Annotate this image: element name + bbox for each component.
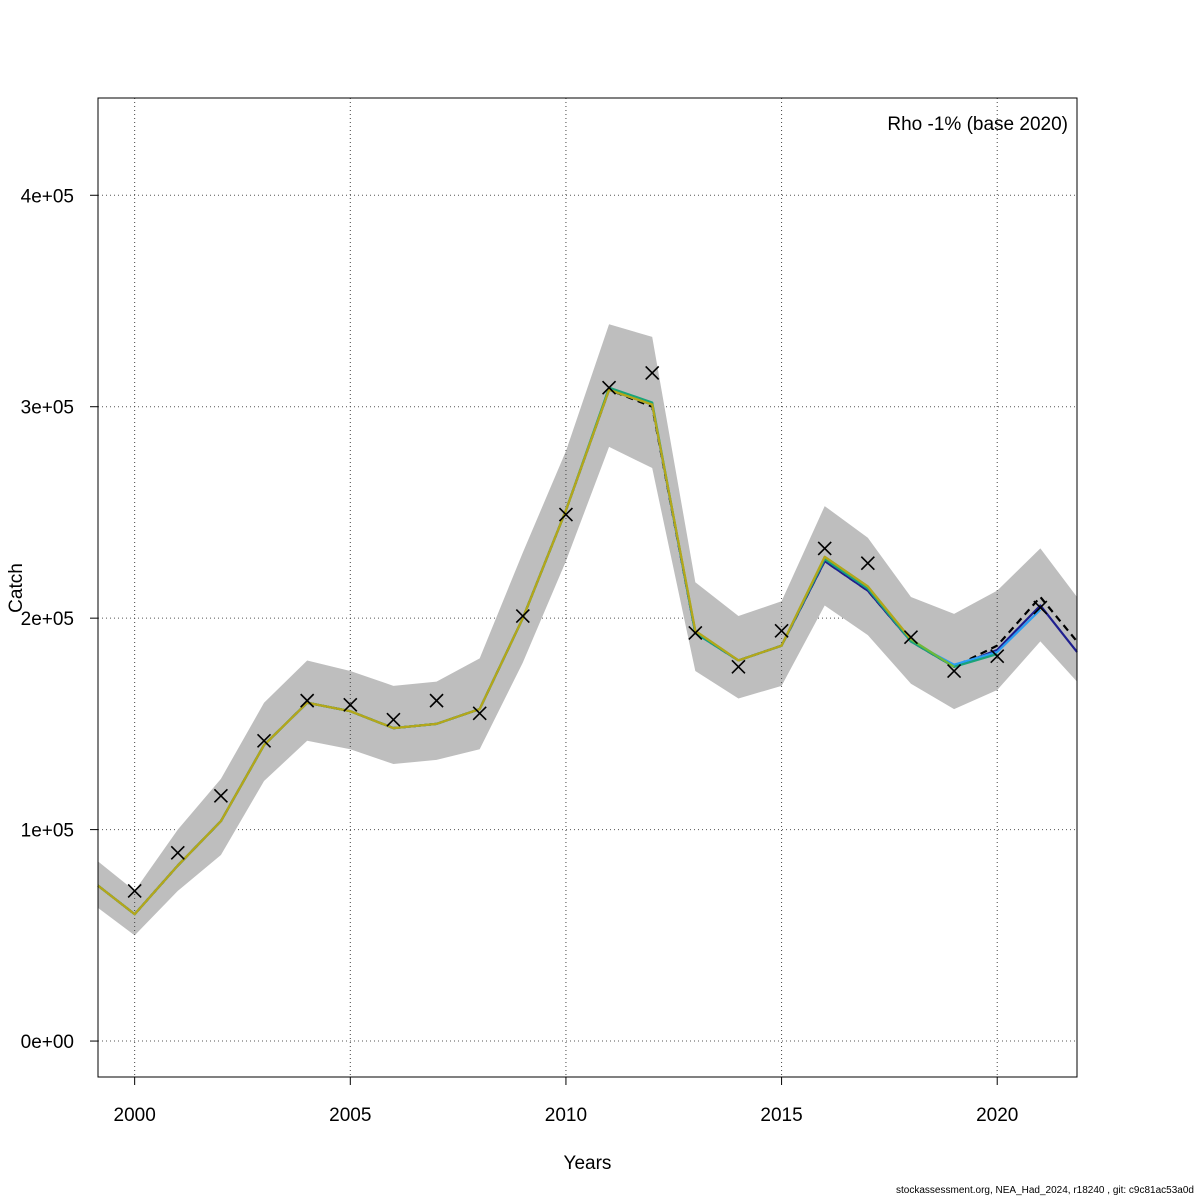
observed-point	[256, 733, 272, 748]
observed-point	[386, 712, 401, 727]
footer-credit: stockassessment.org, NEA_Had_2024, r1824…	[896, 1185, 1194, 1196]
y-tick-label: 1e+05	[21, 821, 74, 842]
rho-annotation: Rho -1% (base 2020)	[887, 114, 1068, 135]
x-axis-title: Years	[564, 1153, 612, 1174]
observed-point	[860, 556, 875, 571]
observed-markers	[127, 365, 1048, 898]
y-tick-label: 3e+05	[21, 398, 74, 419]
observed-point	[774, 623, 789, 638]
observed-point	[300, 693, 315, 708]
observed-point	[213, 788, 228, 803]
y-tick-label: 2e+05	[21, 609, 74, 630]
y-tick-label: 4e+05	[21, 186, 74, 207]
y-axis-ticks: 0e+00 1e+05 2e+05 3e+05 4e+05	[21, 186, 98, 1053]
observed-point	[645, 365, 660, 380]
x-tick-label: 2005	[329, 1105, 371, 1126]
series-lines	[97, 386, 1078, 916]
observed-point	[903, 630, 919, 645]
observed-point	[170, 845, 185, 860]
observed-point	[472, 706, 487, 721]
observed-point	[947, 663, 962, 679]
observed-point	[601, 380, 617, 395]
observed-point	[343, 697, 358, 712]
observed-point	[515, 608, 530, 624]
x-tick-label: 2015	[760, 1105, 802, 1126]
observed-point	[1033, 600, 1048, 615]
x-tick-label: 2000	[114, 1105, 156, 1126]
y-axis-title: Catch	[6, 563, 27, 613]
x-tick-label: 2020	[976, 1105, 1018, 1126]
x-axis-ticks: 2000 2005 2010 2015 2020	[114, 1077, 1018, 1126]
observed-point	[558, 507, 574, 522]
plot-frame	[97, 97, 1078, 1078]
x-tick-label: 2010	[545, 1105, 587, 1126]
series-line-6	[97, 388, 912, 916]
observed-point	[817, 541, 832, 556]
observed-point	[688, 625, 703, 641]
confidence-band	[98, 324, 1077, 936]
observed-point	[127, 883, 142, 898]
series-line-4	[97, 386, 998, 916]
observed-point	[990, 649, 1005, 664]
confidence-band-layer	[98, 324, 1077, 936]
y-tick-label: 0e+00	[21, 1032, 74, 1053]
observed-point	[429, 693, 444, 708]
observed-point	[731, 659, 746, 674]
